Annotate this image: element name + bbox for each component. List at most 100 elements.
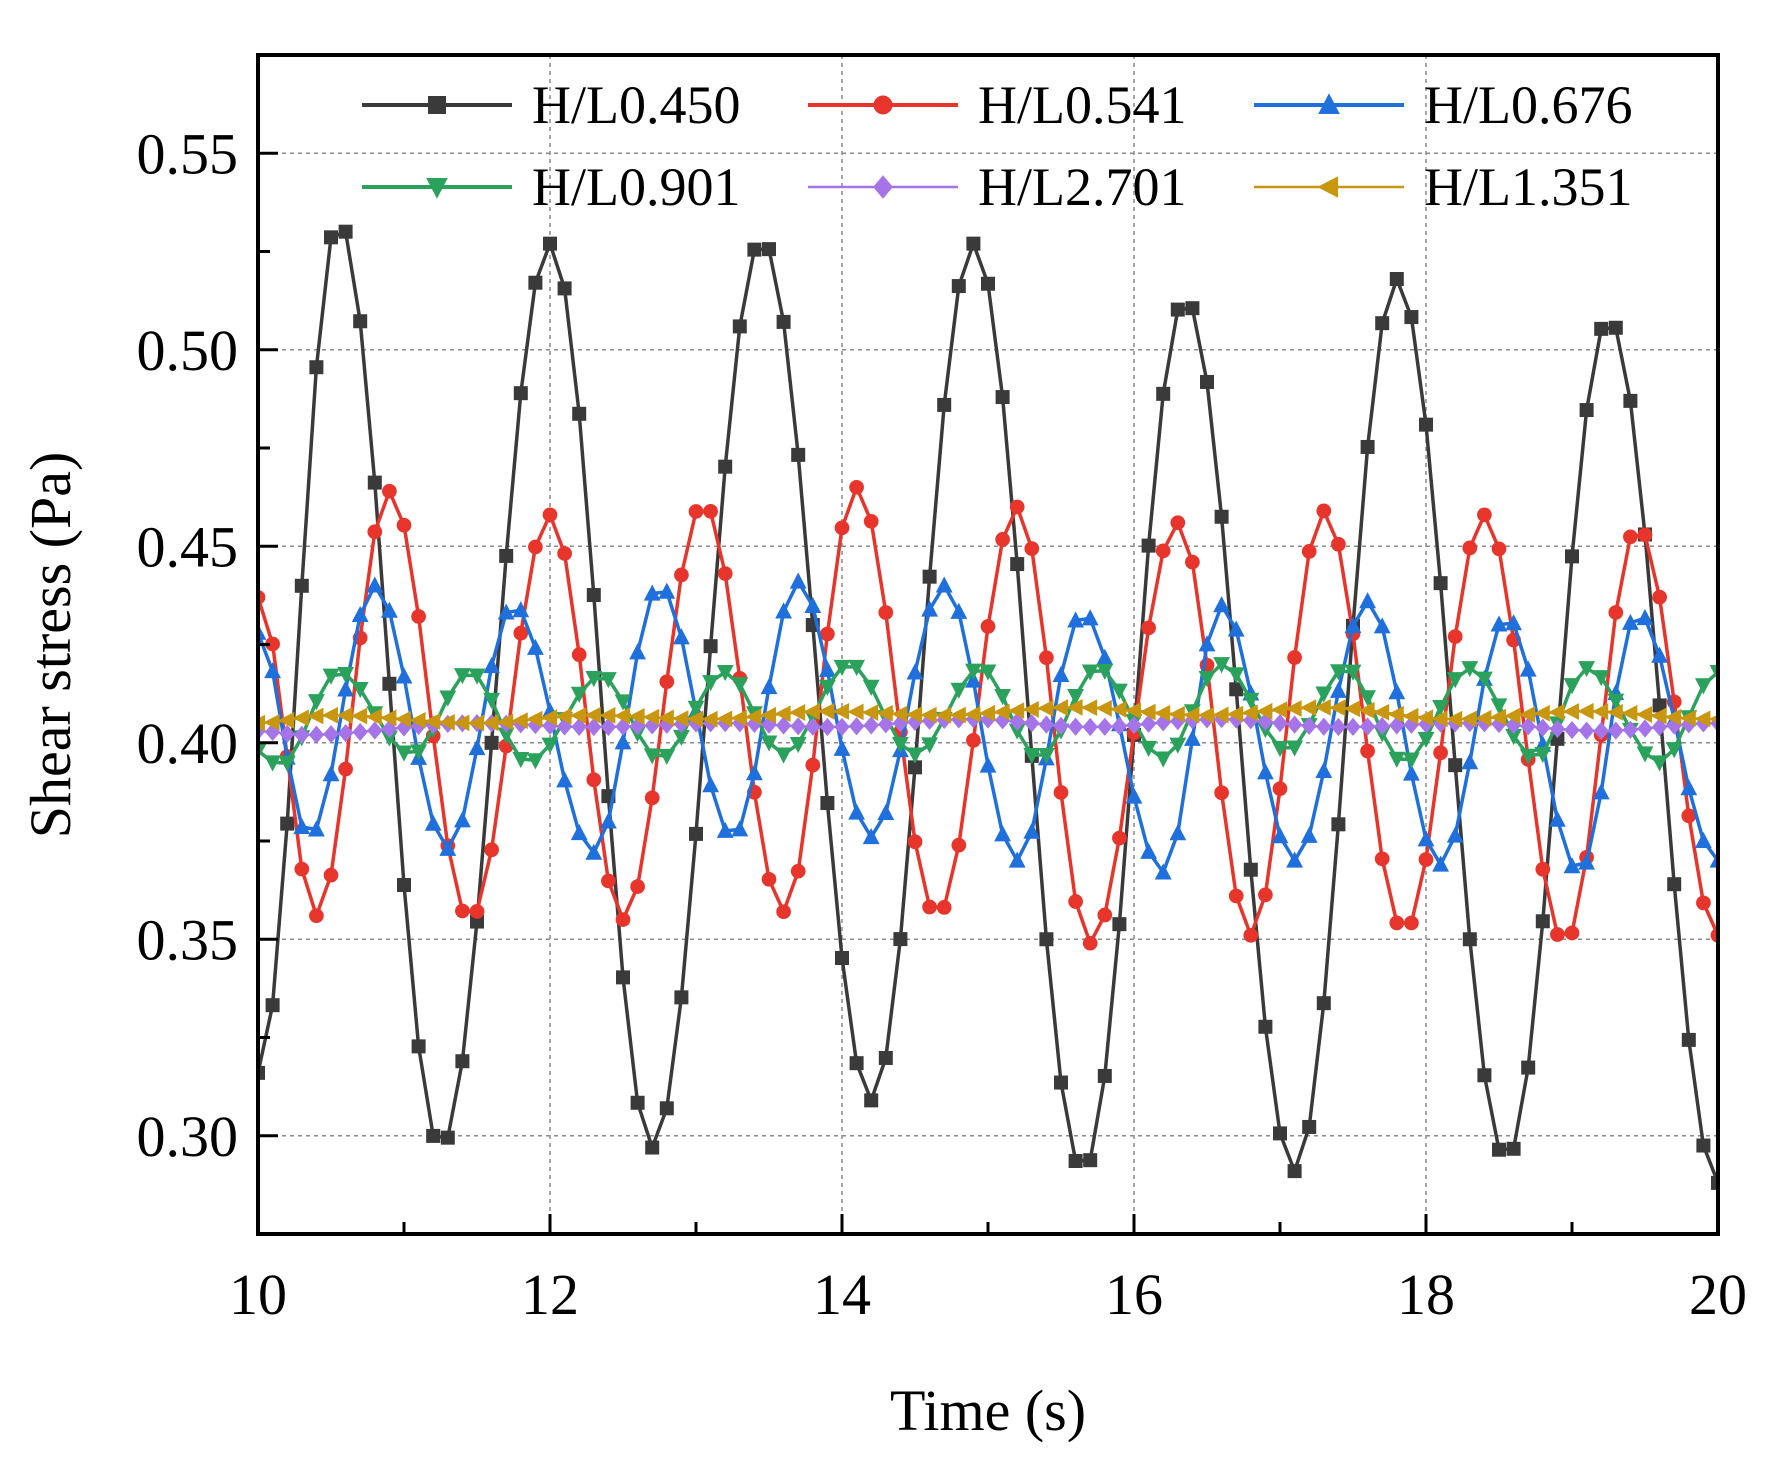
data-point (1506, 1141, 1521, 1156)
data-point (1592, 670, 1610, 687)
data-point (1608, 320, 1623, 335)
data-point (1681, 715, 1697, 734)
data-point (790, 863, 806, 879)
data-point (1665, 708, 1682, 726)
data-point (1389, 272, 1404, 287)
data-point (337, 667, 354, 684)
data-point (1053, 716, 1069, 735)
data-point (862, 704, 879, 721)
data-point (1475, 709, 1492, 727)
data-point (1388, 683, 1406, 700)
data-point (1228, 710, 1244, 729)
data-point (1068, 894, 1083, 909)
data-point (1039, 650, 1054, 666)
data-point (994, 825, 1011, 842)
data-point (1607, 693, 1625, 710)
data-point (497, 713, 514, 731)
data-point (382, 676, 397, 691)
data-point (891, 705, 908, 723)
data-point (1141, 538, 1156, 553)
data-point (775, 747, 792, 764)
data-point (702, 675, 719, 692)
data-point (1679, 709, 1696, 727)
data-point (543, 236, 557, 251)
data-point (1711, 1175, 1718, 1190)
data-point (1126, 715, 1142, 735)
data-point (309, 908, 324, 924)
data-point (484, 842, 499, 858)
data-point (1462, 540, 1478, 556)
data-point (1592, 703, 1609, 720)
data-point (658, 582, 676, 599)
data-point (1286, 740, 1303, 757)
data-point (1416, 709, 1433, 727)
data-point (1227, 667, 1245, 684)
data-point (848, 717, 865, 736)
data-point (292, 709, 309, 727)
data-point (760, 678, 778, 695)
data-point (1198, 635, 1216, 652)
data-point (833, 739, 851, 756)
data-point (410, 744, 427, 761)
data-point (673, 714, 690, 734)
data-point (1387, 705, 1404, 723)
data-point (688, 504, 704, 519)
x-tick-label: 16 (1105, 1262, 1163, 1327)
data-point (1170, 302, 1185, 317)
data-point (1681, 808, 1697, 824)
data-point (1037, 699, 1054, 717)
data-point (774, 705, 791, 723)
data-point (1548, 703, 1565, 721)
data-point (1461, 661, 1479, 678)
data-point (834, 520, 850, 536)
data-point (1490, 615, 1508, 632)
data-point (1155, 543, 1171, 559)
data-point (1433, 576, 1448, 591)
data-point (497, 727, 515, 744)
data-point (1242, 692, 1260, 709)
data-point (1024, 714, 1040, 733)
data-point (1095, 699, 1112, 717)
data-point (832, 703, 849, 720)
data-point (1257, 763, 1274, 780)
data-point (1023, 822, 1041, 839)
data-point (657, 709, 674, 727)
data-point (1446, 710, 1463, 728)
data-point (645, 1140, 660, 1155)
data-point (789, 736, 807, 754)
data-point (1009, 712, 1025, 731)
data-point (849, 479, 864, 495)
data-point (1490, 698, 1508, 715)
data-point (1563, 678, 1581, 695)
plot-frame (256, 53, 1720, 1236)
data-point (439, 839, 457, 856)
data-point (789, 704, 806, 721)
data-point (1112, 830, 1127, 846)
legend-label: H/L1.351 (1424, 157, 1633, 217)
data-point (718, 459, 733, 474)
data-point (935, 706, 952, 724)
data-point (1535, 718, 1551, 737)
data-point (1229, 682, 1244, 697)
data-point (279, 724, 295, 744)
data-point (1228, 888, 1244, 904)
data-point (1111, 717, 1128, 736)
data-point (732, 714, 748, 733)
legend-entry: H/L0.901 (362, 157, 741, 217)
data-point (469, 904, 485, 919)
data-point (1183, 706, 1200, 724)
data-point (908, 760, 922, 775)
data-point (1519, 660, 1537, 677)
data-point (995, 532, 1010, 547)
data-point (1431, 710, 1448, 728)
data-point (307, 707, 324, 725)
data-point (1081, 664, 1099, 681)
data-point (380, 709, 397, 727)
data-point (1404, 310, 1419, 325)
legend-marker (426, 178, 448, 199)
data-point (893, 932, 908, 947)
data-point (1168, 705, 1185, 723)
data-point (570, 824, 588, 841)
data-point (644, 716, 660, 735)
